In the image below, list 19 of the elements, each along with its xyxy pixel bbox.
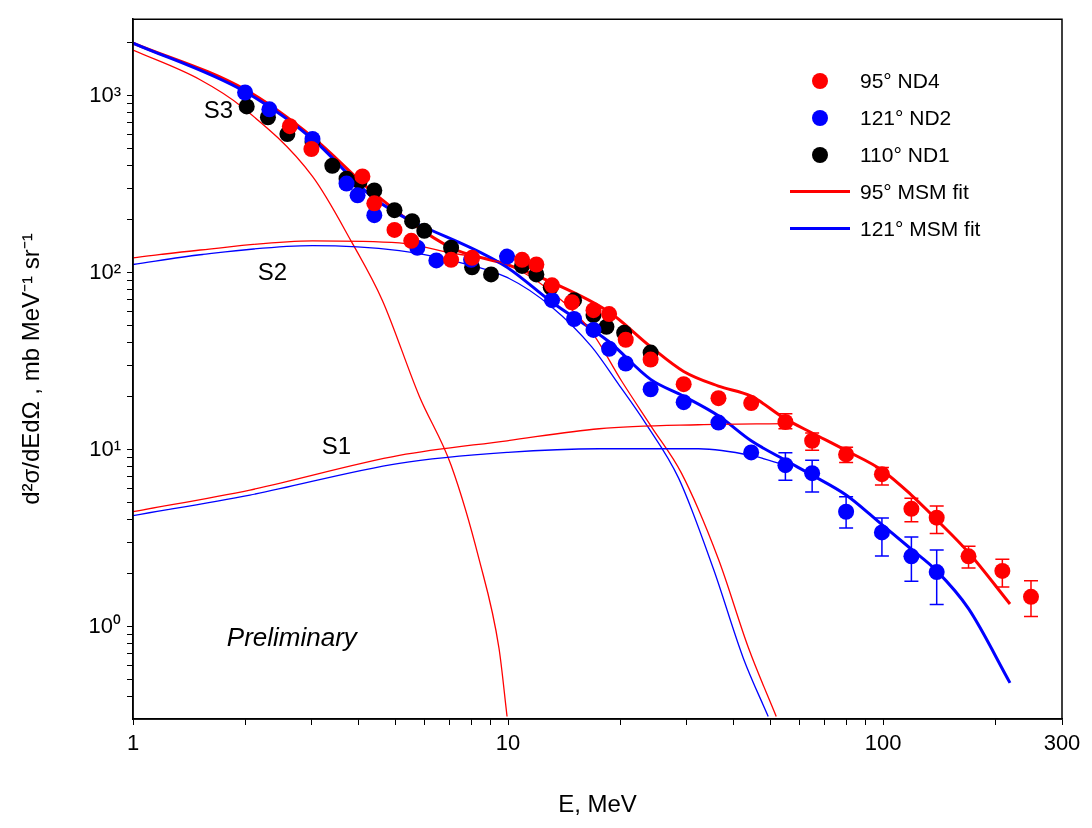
annotation: S1 — [321, 432, 352, 460]
x-tick-label: 300 — [1043, 730, 1081, 756]
annotation: S2 — [257, 257, 288, 285]
legend-label: 121° ND2 — [860, 105, 952, 130]
annotation: Preliminary — [226, 621, 359, 652]
x-axis-title: E, MeV — [558, 790, 637, 818]
legend-label: 95° MSM fit — [860, 179, 969, 204]
y-tick-label: 10³ — [89, 81, 121, 107]
x-tick-label: 100 — [864, 730, 902, 756]
y-tick-label: 10² — [89, 258, 121, 284]
legend-label: 110° ND1 — [860, 142, 950, 167]
y-tick-label: 10⁰ — [88, 612, 121, 638]
legend-label: 95° ND4 — [860, 68, 940, 93]
x-tick-label: 10 — [495, 730, 521, 756]
y-axis-title: d²σ/dEdΩ , mb MeV⁻¹ sr⁻¹ — [17, 233, 45, 505]
x-tick-label: 1 — [126, 730, 140, 756]
legend-label: 121° MSM fit — [860, 216, 981, 241]
y-tick-label: 10¹ — [89, 435, 121, 461]
annotation: S3 — [203, 96, 234, 124]
